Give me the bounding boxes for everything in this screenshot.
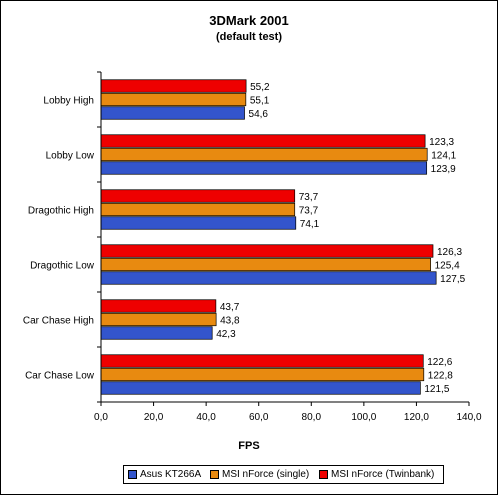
bar-chart: 55,2 55,1 54,6 Lobby High 123,3 124,1 123,9 Lob… [23, 71, 482, 423]
legend-label-series-2: MSI nForce (single) [222, 469, 310, 480]
bar-2-2 [100, 147, 428, 162]
bar-3-6 [100, 354, 424, 368]
legend-item-series-3: MSI nForce (Twinbank) [319, 469, 434, 481]
legend-label-series-3: MSI nForce (Twinbank) [331, 469, 435, 480]
bar-2-6 [100, 367, 425, 382]
chart-title: 3DMark 2001 [209, 13, 289, 28]
data-label-2-5: 43,8 [220, 316, 240, 327]
data-label-1-5: 42,3 [216, 329, 236, 340]
bar-1-1 [100, 106, 245, 120]
data-label-3-5: 43,7 [220, 302, 240, 313]
bar-2-5 [100, 312, 217, 327]
x-tick-label-2: 20,0 [144, 412, 164, 423]
category-label-1: Lobby High [43, 96, 94, 107]
legend-swatch-series-2 [210, 469, 219, 479]
category-label-2: Lobby Low [46, 151, 95, 162]
data-label-3-3: 73,7 [299, 192, 319, 203]
data-label-2-3: 73,7 [299, 206, 319, 217]
category-label-6: Car Chase Low [25, 371, 95, 382]
legend-label-series-1: Asus KT266A [140, 469, 202, 480]
data-label-1-2: 123,9 [431, 164, 456, 175]
bar-3-4 [100, 244, 434, 258]
data-label-2-1: 55,1 [250, 96, 270, 107]
bar-1-6 [100, 381, 421, 395]
bar-3-5 [100, 299, 217, 313]
data-label-1-4: 127,5 [440, 274, 465, 285]
bar-1-2 [100, 161, 428, 175]
data-label-3-2: 123,3 [429, 137, 454, 148]
bar-2-1 [100, 92, 247, 107]
bar-3-1 [100, 79, 247, 93]
category-label-5: Car Chase High [23, 316, 94, 327]
legend-item-series-2: MSI nForce (single) [210, 469, 309, 481]
category-label-3: Dragothic High [28, 206, 94, 217]
data-label-3-4: 126,3 [437, 247, 462, 258]
bar-1-5 [100, 326, 213, 340]
x-axis-label: FPS [238, 440, 260, 452]
legend-swatch-series-3 [319, 469, 328, 479]
bar-1-3 [100, 216, 297, 230]
legend-swatch-series-1 [128, 469, 137, 479]
x-tick-label-5: 80,0 [302, 412, 322, 423]
data-label-1-3: 74,1 [300, 219, 320, 230]
x-tick-label-4: 60,0 [249, 412, 269, 423]
x-tick-label-1: 0,0 [94, 412, 108, 423]
data-label-1-1: 54,6 [249, 109, 269, 120]
x-tick-label-6: 100,0 [351, 412, 376, 423]
data-label-2-2: 124,1 [431, 151, 456, 162]
legend-item-series-1: Asus KT266A [128, 469, 201, 481]
data-label-3-6: 122,6 [427, 357, 452, 368]
bar-2-3 [100, 202, 296, 217]
data-label-3-1: 55,2 [250, 82, 270, 93]
bar-1-4 [100, 271, 437, 285]
bar-3-3 [100, 189, 296, 203]
x-tick-label-3: 40,0 [196, 412, 216, 423]
x-tick-label-7: 120,0 [404, 412, 429, 423]
x-tick-label-8: 140,0 [456, 412, 481, 423]
legend: Asus KT266A MSI nForce (single) MSI nFor… [123, 465, 444, 484]
data-label-1-6: 121,5 [424, 384, 449, 395]
data-label-2-4: 125,4 [435, 261, 460, 272]
bar-3-2 [100, 134, 426, 148]
category-label-4: Dragothic Low [30, 261, 95, 272]
chart-subtitle: (default test) [216, 31, 282, 43]
bar-2-4 [100, 257, 431, 272]
data-label-2-6: 122,8 [428, 371, 453, 382]
